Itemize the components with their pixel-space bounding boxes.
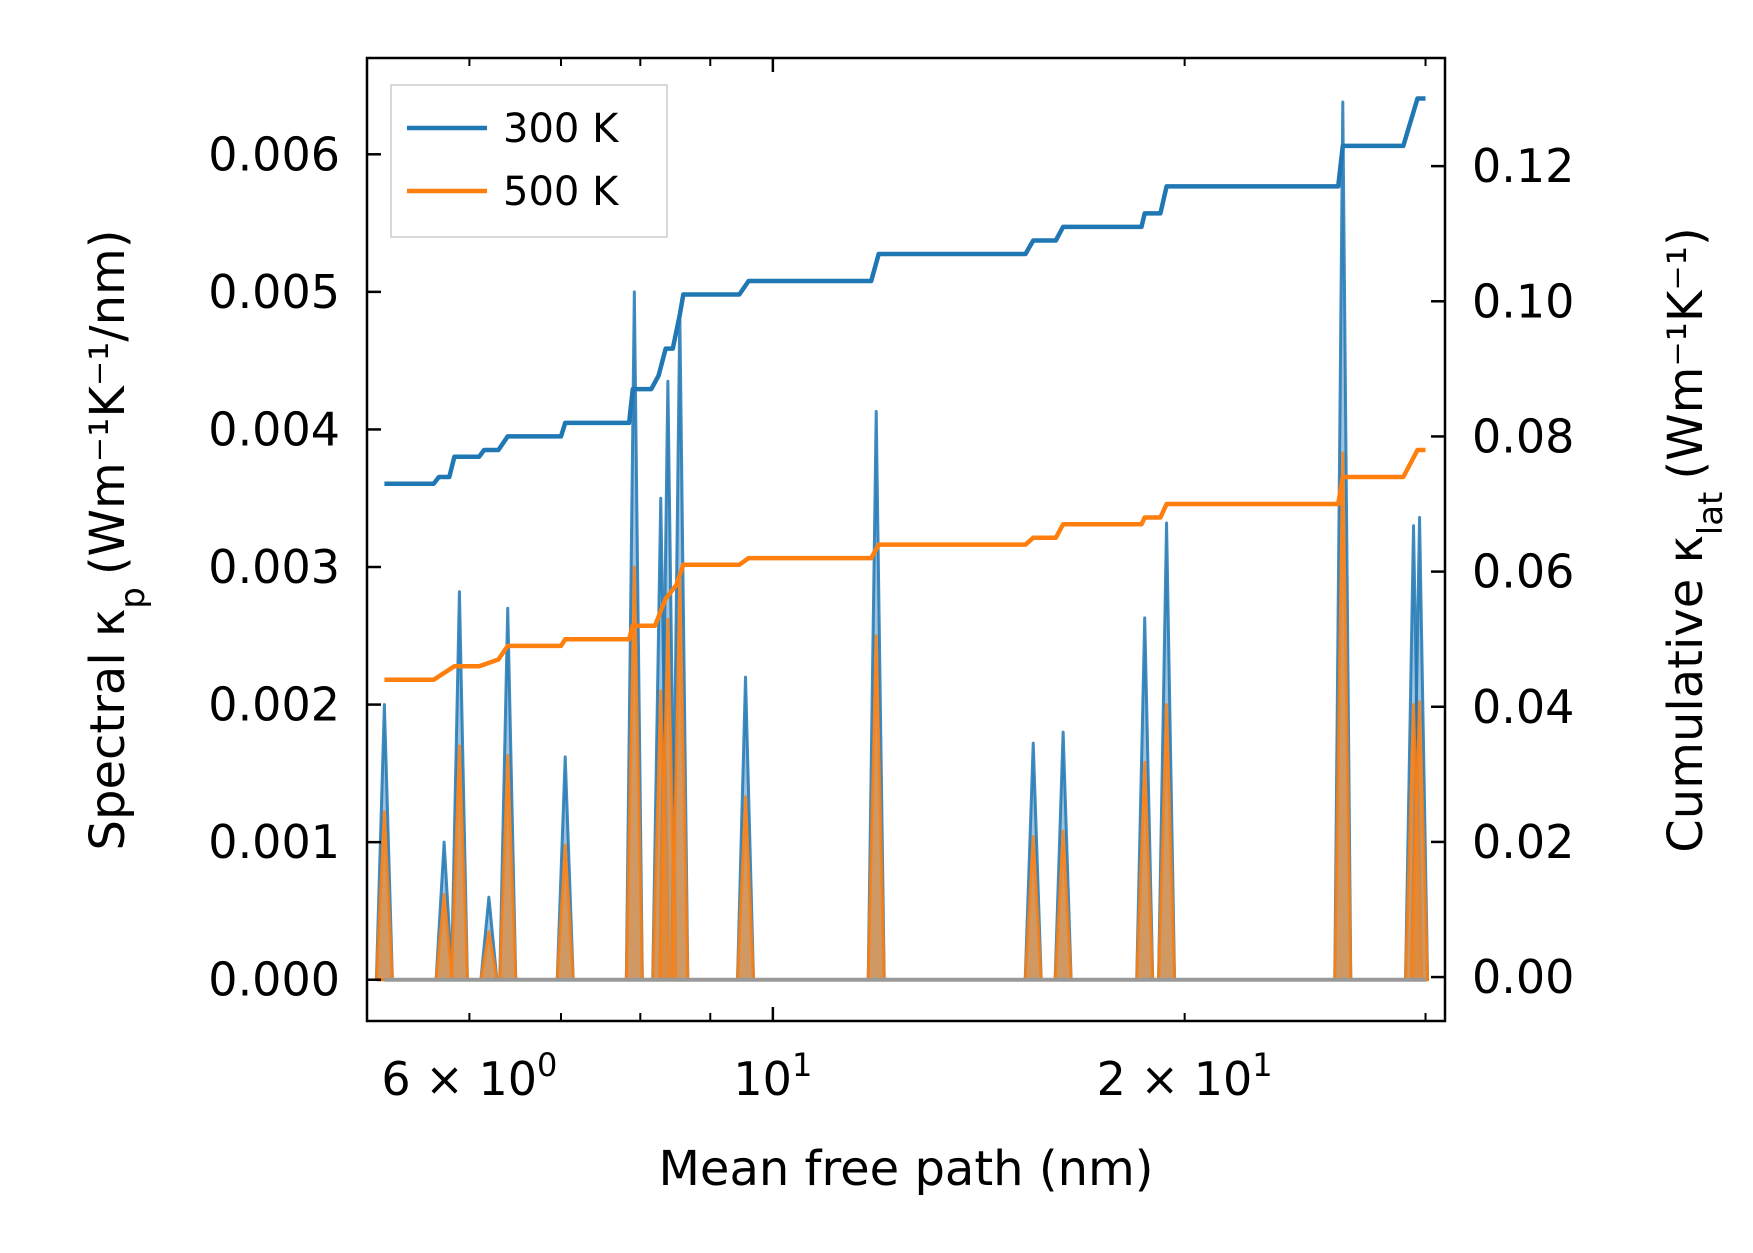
right-axis-title-sub: lat: [1691, 492, 1731, 536]
right-tick-label: 0.08: [1472, 409, 1574, 463]
left-tick-label: 0.000: [208, 953, 340, 1007]
x-tick-label: 2 × 101: [1097, 1046, 1273, 1106]
right-tick-label: 0.04: [1472, 680, 1574, 734]
x-axis-title: Mean free path (nm): [659, 1141, 1154, 1197]
left-tick-label: 0.005: [208, 265, 340, 319]
cumulative-line-500k: [384, 447, 1426, 682]
legend: 300 K 500 K: [390, 84, 668, 238]
legend-label-300k: 300 K: [503, 106, 620, 152]
legend-box: [390, 84, 668, 238]
left-tick-label: 0.002: [208, 678, 340, 732]
tick-labels: 0.000 0.001 0.002 0.003 0.004 0.005 0.006 0.00 0…: [208, 127, 1574, 1106]
left-axis-title-units: (Wm⁻¹K⁻¹/nm): [80, 230, 136, 576]
x-tick-label: 6 × 100: [381, 1046, 557, 1106]
right-tick-label: 0.06: [1472, 545, 1574, 599]
right-tick-label: 0.12: [1472, 139, 1574, 193]
right-axis-title-prefix: Cumulative κ: [1658, 535, 1714, 853]
ticks: [367, 58, 1445, 1021]
plot-content: [374, 96, 1430, 982]
left-axis-title-prefix: Spectral κ: [80, 609, 136, 851]
x-tick-label: 101: [733, 1046, 812, 1106]
left-tick-label: 0.004: [208, 402, 340, 456]
left-tick-label: 0.003: [208, 540, 340, 594]
right-axis-title-units: (Wm⁻¹K⁻¹): [1658, 227, 1714, 479]
plot-frame: [365, 56, 1447, 1023]
left-axis-title: Spectral κp (Wm⁻¹K⁻¹/nm): [80, 230, 153, 851]
left-axis-title-sub: p: [113, 587, 153, 609]
left-tick-label: 0.006: [208, 127, 340, 181]
cumulative-line-300k: [384, 96, 1426, 486]
right-axis-title: Cumulative κlat (Wm⁻¹K⁻¹): [1658, 227, 1731, 852]
right-tick-label: 0.10: [1472, 274, 1574, 328]
left-tick-label: 0.001: [208, 815, 340, 869]
right-tick-label: 0.02: [1472, 815, 1574, 869]
right-tick-label: 0.00: [1472, 950, 1574, 1004]
legend-label-500k: 500 K: [503, 169, 620, 215]
